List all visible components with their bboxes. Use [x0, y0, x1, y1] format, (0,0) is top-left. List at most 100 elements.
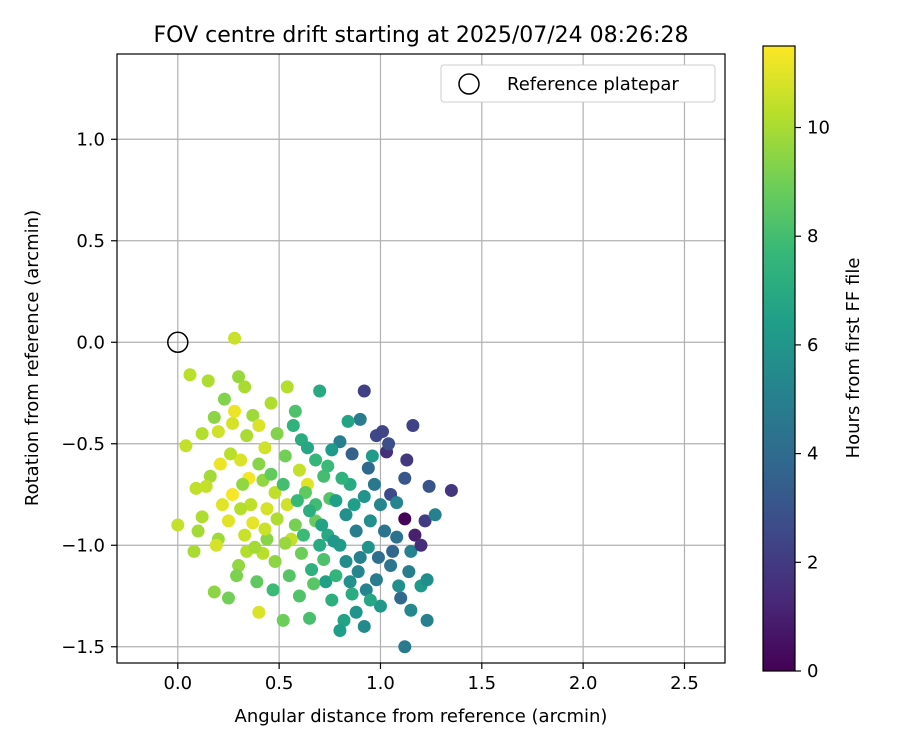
data-point	[221, 591, 235, 605]
data-point	[317, 552, 331, 566]
x-tick-label: 2.0	[569, 673, 598, 694]
plot-frame	[116, 53, 726, 664]
data-point	[226, 488, 240, 502]
data-point	[339, 508, 353, 522]
colorbar-gradient	[762, 45, 796, 672]
data-point	[333, 435, 347, 449]
data-point	[392, 579, 406, 593]
legend-box	[440, 64, 716, 103]
data-point	[404, 603, 418, 617]
data-point	[345, 447, 359, 461]
data-point	[215, 498, 229, 512]
data-point	[384, 559, 398, 573]
reference-marker	[167, 331, 189, 354]
data-point	[418, 514, 432, 528]
data-point	[369, 573, 383, 587]
x-tick-label: 2.5	[670, 673, 699, 694]
data-point	[230, 569, 244, 583]
data-point	[240, 429, 254, 443]
data-point	[420, 573, 434, 587]
colorbar-tick-label: 4	[807, 444, 818, 465]
data-point	[398, 640, 412, 654]
data-point	[179, 439, 193, 453]
data-point	[367, 477, 381, 491]
data-point	[347, 498, 361, 512]
data-point	[353, 550, 367, 564]
data-point	[280, 498, 294, 512]
legend-label: Reference platepar	[507, 74, 679, 95]
data-point	[207, 585, 221, 599]
data-point	[171, 518, 185, 532]
data-point	[351, 565, 365, 579]
data-point	[195, 510, 209, 524]
data-point	[398, 512, 412, 526]
data-point	[268, 555, 282, 568]
data-point	[386, 544, 400, 558]
data-point	[246, 516, 260, 530]
x-tick-label: 0.0	[163, 673, 192, 694]
data-point	[375, 425, 389, 439]
data-point	[292, 463, 306, 477]
data-point	[270, 427, 284, 441]
data-point	[288, 518, 302, 532]
data-point	[228, 331, 242, 345]
data-point	[282, 569, 296, 583]
x-tick-label: 0.5	[265, 673, 294, 694]
y-tick-label: −1.0	[61, 535, 105, 556]
legend-marker-icon	[458, 73, 480, 95]
data-point	[422, 479, 436, 493]
colorbar: 0 2 4 6 8 10 Hours from first FF file	[762, 45, 864, 682]
x-axis: 0.0 0.5 1.0 1.5 2.0 2.5	[163, 663, 699, 694]
data-point	[329, 494, 343, 508]
data-point	[325, 443, 339, 457]
data-point	[363, 514, 377, 528]
data-point	[213, 457, 227, 471]
colorbar-label: Hours from first FF file	[843, 258, 864, 459]
data-point	[444, 483, 458, 497]
data-point	[319, 575, 333, 589]
colorbar-tick-label: 6	[807, 335, 818, 356]
data-point	[357, 619, 371, 633]
data-point	[276, 613, 290, 627]
data-point	[414, 538, 428, 552]
data-point	[211, 425, 225, 439]
data-point	[207, 410, 221, 424]
data-point	[349, 524, 363, 538]
data-point	[394, 591, 408, 605]
plot-background	[117, 54, 725, 663]
y-axis: 1.0 0.5 0.0 −0.5 −1.0 −1.5	[61, 129, 117, 658]
data-point	[339, 555, 353, 568]
data-point	[258, 441, 272, 455]
data-point	[327, 534, 341, 548]
data-point	[341, 414, 355, 428]
data-point	[325, 593, 339, 607]
data-point	[363, 593, 377, 607]
data-point	[345, 587, 359, 601]
data-point	[404, 544, 418, 558]
data-point	[252, 418, 266, 432]
data-point	[236, 477, 250, 491]
data-point	[199, 479, 213, 493]
colorbar-ticks: 0 2 4 6 8 10	[795, 118, 830, 682]
data-point	[260, 532, 274, 546]
data-point	[260, 502, 274, 516]
data-point	[244, 498, 258, 512]
data-point	[270, 512, 284, 526]
data-point	[390, 530, 404, 544]
colorbar-tick-label: 2	[807, 552, 818, 573]
data-point	[398, 471, 412, 485]
data-point	[408, 528, 422, 542]
data-point	[298, 485, 312, 499]
data-point	[296, 528, 310, 542]
chart-title: FOV centre drift starting at 2025/07/24 …	[154, 23, 689, 48]
data-point	[201, 374, 215, 388]
data-point	[294, 546, 308, 560]
data-point	[288, 404, 302, 418]
data-point	[292, 589, 306, 603]
data-point	[303, 611, 317, 625]
y-axis-label: Rotation from reference (arcmin)	[22, 210, 43, 506]
data-point	[309, 453, 323, 467]
data-point	[378, 524, 392, 538]
data-points	[171, 331, 458, 654]
data-point	[191, 524, 205, 538]
